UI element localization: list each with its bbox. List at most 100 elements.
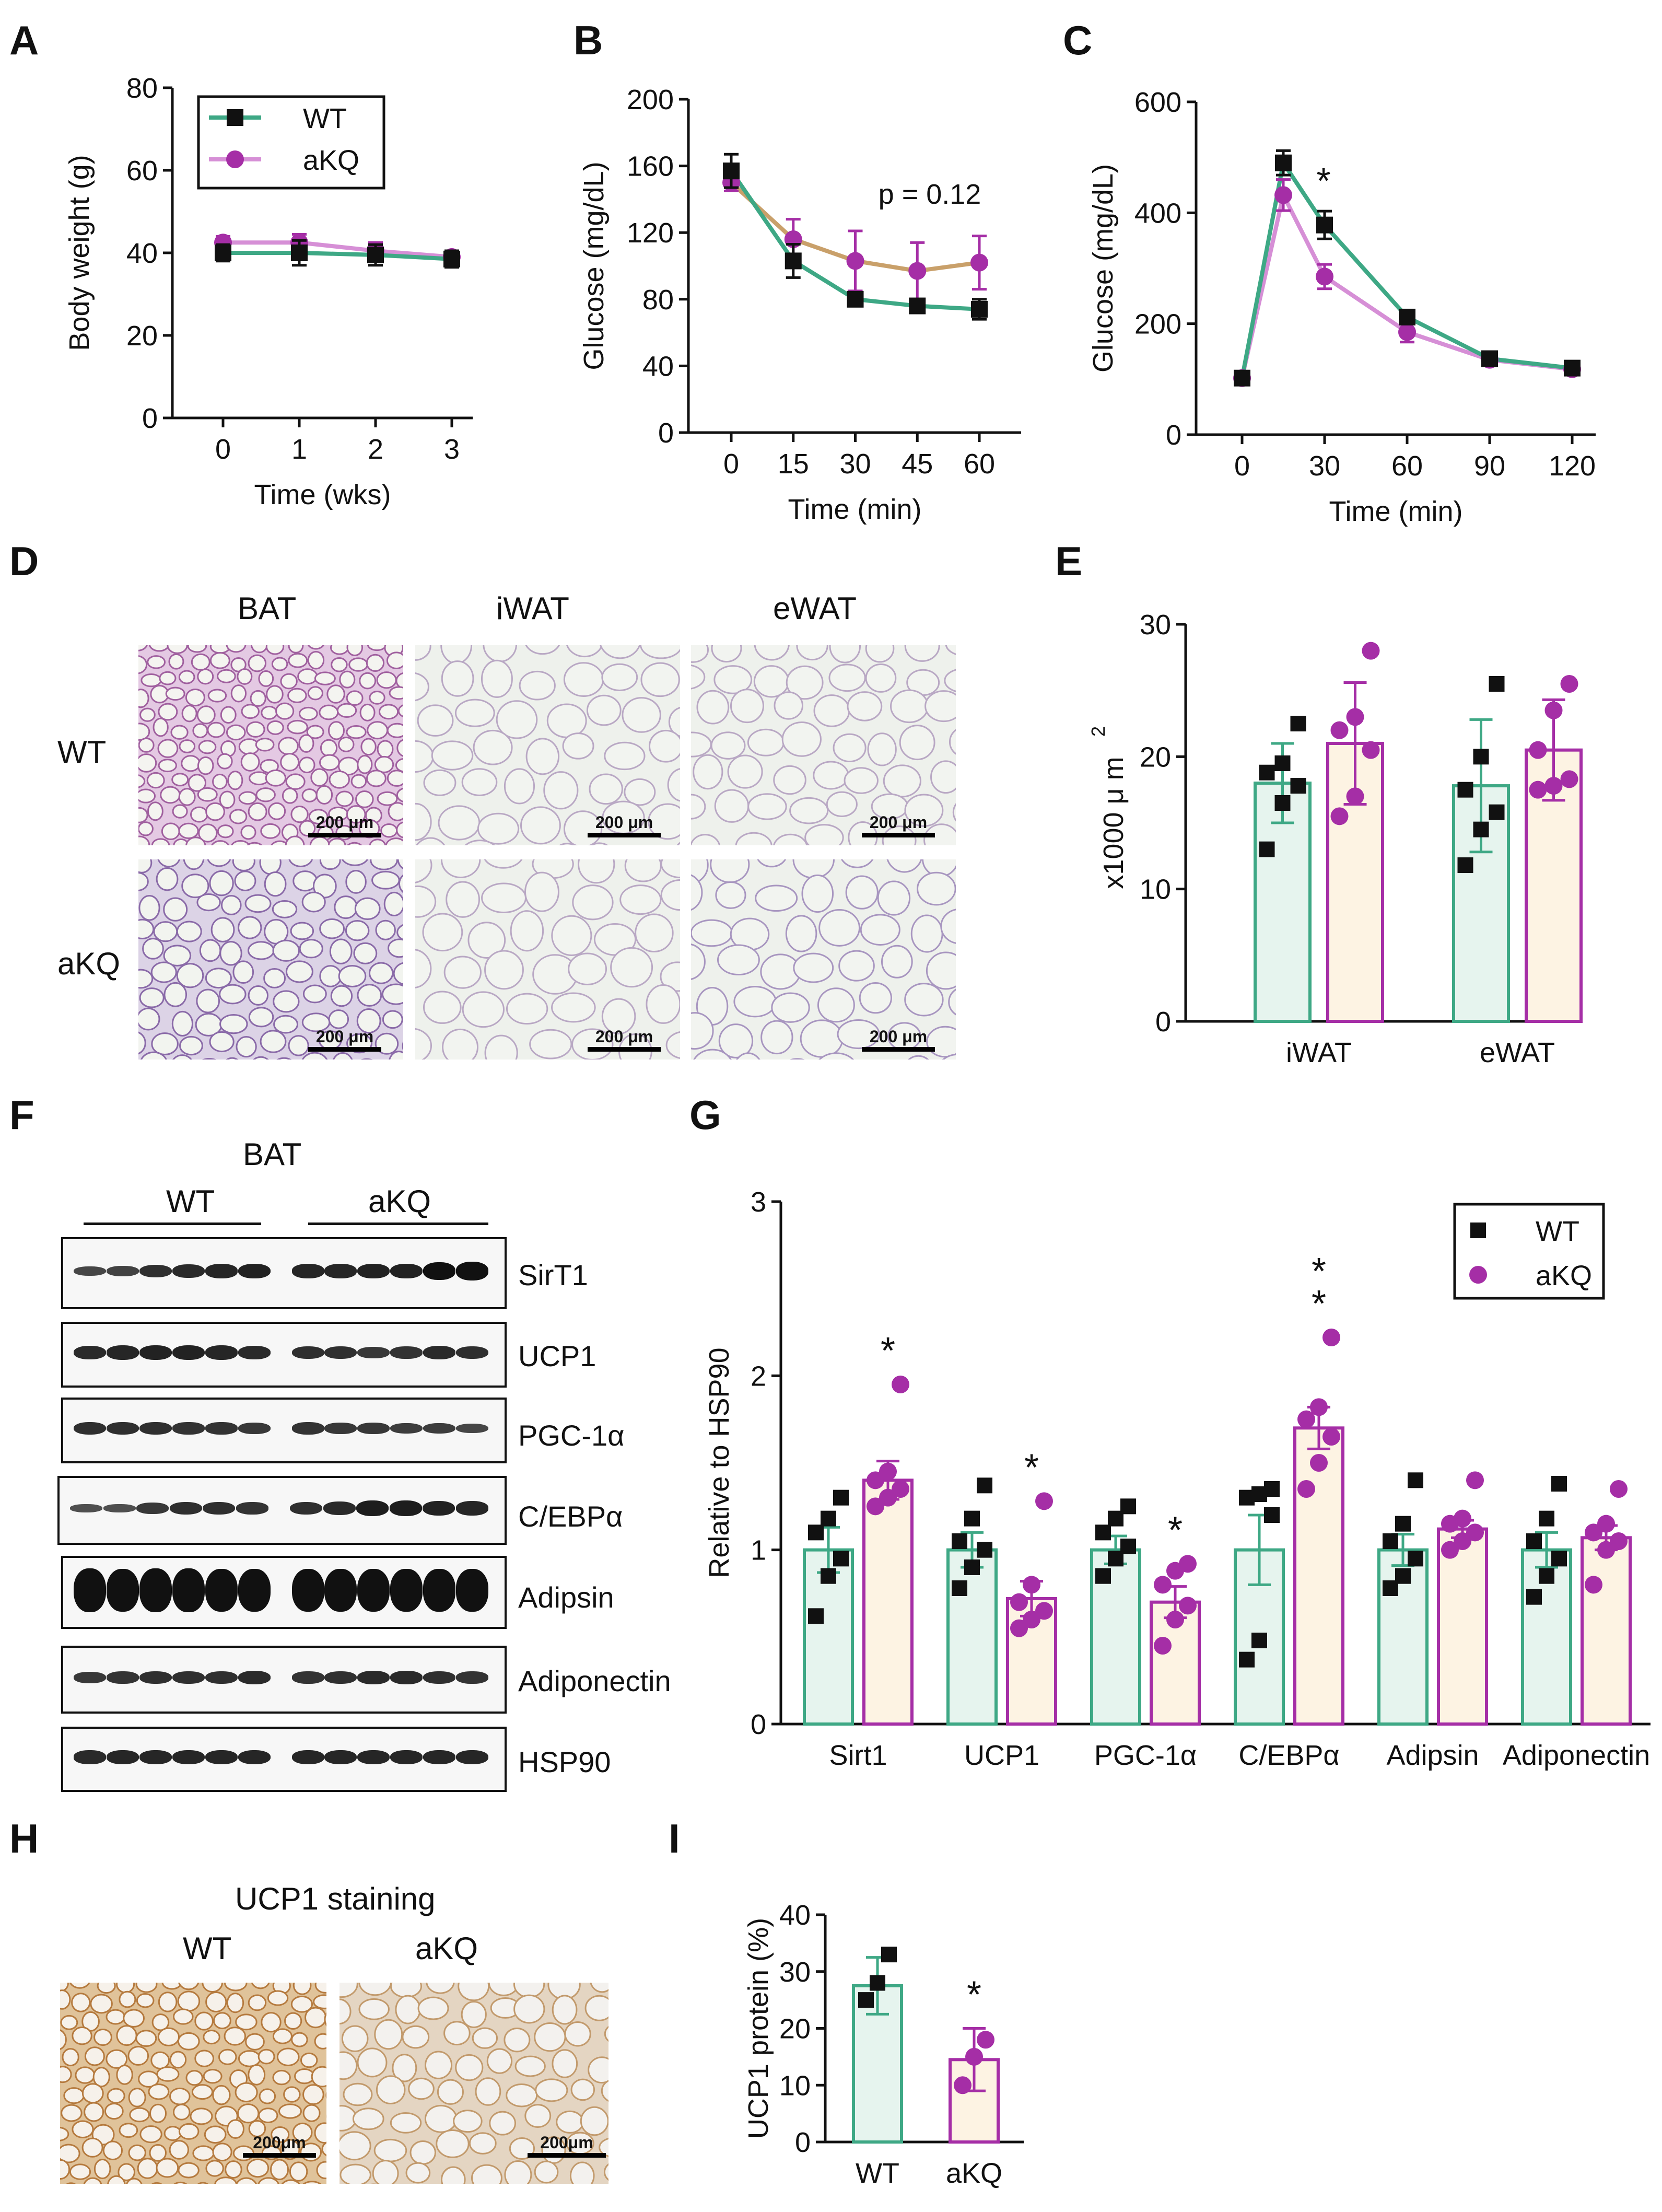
- tissue-cell: [786, 665, 824, 700]
- tissue-cell: [443, 956, 482, 989]
- tissue-cell: [153, 717, 169, 737]
- data-point-wt: [1526, 1533, 1542, 1549]
- tissue-cell: [161, 1983, 182, 1990]
- blot-group-rule-wt: [84, 1223, 261, 1225]
- tissue-cell: [283, 2086, 301, 2103]
- tissue-cell: [315, 785, 333, 805]
- data-point-wt: [1489, 676, 1505, 692]
- tissue-texture: [60, 1983, 326, 2184]
- tissue-cell: [60, 2066, 72, 2083]
- data-point-akq: [1297, 1480, 1315, 1498]
- data-point-akq: [1322, 1329, 1340, 1346]
- tissue-cell: [255, 787, 276, 802]
- x-tick-label: 2: [368, 434, 383, 465]
- tissue-cell: [496, 700, 538, 739]
- tissue-cell: [147, 801, 163, 821]
- y-tick-label: 10: [1140, 874, 1171, 905]
- tissue-cell: [288, 859, 313, 867]
- tissue-cell: [462, 991, 505, 1028]
- blot-band: [357, 1422, 390, 1435]
- legend-label-akq: aKQ: [1536, 1260, 1592, 1291]
- tissue-cell: [886, 859, 922, 873]
- blot-band: [238, 1263, 271, 1279]
- blot-band: [390, 1263, 423, 1279]
- x-tick-label: Adiponectin: [1503, 1740, 1650, 1771]
- legend-label-wt: WT: [303, 103, 347, 134]
- data-point-akq: [1362, 741, 1380, 759]
- data-point-akq: [1310, 1398, 1328, 1416]
- tissue-cell: [247, 2158, 270, 2178]
- blot-band: [456, 1750, 489, 1765]
- tissue-cell: [209, 651, 230, 669]
- blot-band: [205, 1264, 238, 1278]
- data-point-akq: [846, 252, 864, 270]
- y-tick-label: 20: [779, 2013, 811, 2045]
- tissue-cell: [524, 871, 559, 912]
- tissue-cell: [883, 764, 921, 798]
- tissue-cell: [264, 871, 287, 897]
- data-point-wt: [1120, 1498, 1136, 1515]
- tissue-cell: [329, 938, 353, 964]
- tissue-cell: [393, 962, 403, 985]
- tissue-cell: [167, 645, 188, 654]
- data-point-akq: [1179, 1555, 1197, 1573]
- tissue-cell: [590, 842, 609, 845]
- tissue-cell: [285, 960, 313, 983]
- data-point-akq: [1154, 1637, 1172, 1655]
- tissue-cell: [127, 2045, 149, 2066]
- blot-band: [291, 1671, 324, 1684]
- tissue-cell: [635, 913, 674, 953]
- tissue-cell: [219, 790, 236, 809]
- histo-image-ewat-akq: [691, 859, 956, 1060]
- tissue-cell: [696, 690, 730, 725]
- tissue-cell: [441, 660, 474, 697]
- y-tick-label: 0: [795, 2127, 811, 2158]
- tissue-cell: [660, 879, 680, 911]
- tissue-cell: [300, 2052, 318, 2068]
- tissue-cell: [760, 1020, 793, 1055]
- tissue-cell: [60, 1989, 71, 2010]
- data-point-akq: [1585, 1523, 1602, 1542]
- tissue-cell: [525, 738, 560, 775]
- data-point-akq: [908, 262, 927, 280]
- tissue-cell: [107, 2088, 125, 2104]
- tissue-cell: [945, 645, 956, 655]
- tissue-cell: [718, 1023, 754, 1058]
- blot-band: [390, 1423, 423, 1434]
- tissue-cell: [691, 834, 721, 845]
- blot-band: [291, 1750, 324, 1765]
- y-axis-label: UCP1 protein (%): [743, 1918, 774, 2139]
- tissue-cell: [865, 663, 897, 693]
- y-tick-label: 40: [779, 1900, 811, 1931]
- data-point-wt: [1120, 1539, 1136, 1554]
- x-tick-label: iWAT: [1286, 1037, 1352, 1068]
- x-tick-label: eWAT: [1480, 1037, 1555, 1068]
- x-tick-label: 60: [964, 448, 995, 480]
- tissue-cell: [324, 2012, 326, 2027]
- data-point-akq: [1023, 1576, 1040, 1594]
- tissue-cell: [387, 770, 403, 787]
- tissue-texture: [415, 859, 680, 1060]
- tissue-cell: [138, 689, 149, 708]
- tissue-cell: [693, 1049, 732, 1060]
- tissue-cell: [504, 2160, 532, 2184]
- tissue-cell: [329, 770, 350, 789]
- tissue-cell: [319, 918, 345, 939]
- tissue-cell: [301, 1052, 328, 1060]
- tissue-cell: [196, 705, 216, 725]
- tissue-cell: [138, 821, 154, 836]
- tissue-cell: [169, 2051, 187, 2069]
- blot-band: [172, 1422, 205, 1435]
- tissue-cell: [730, 689, 764, 724]
- tissue-cell: [173, 838, 189, 845]
- blot-band: [139, 1671, 172, 1684]
- y-tick-label: 0: [658, 417, 674, 449]
- tissue-cell: [366, 654, 385, 672]
- data-point-akq: [1454, 1509, 1471, 1528]
- tissue-cell: [899, 725, 935, 761]
- panel-letter-a: A: [9, 17, 39, 63]
- tissue-cell: [668, 707, 680, 737]
- tissue-cell: [205, 1992, 227, 2012]
- tissue-cell: [298, 706, 318, 721]
- blot-band: [106, 1422, 139, 1435]
